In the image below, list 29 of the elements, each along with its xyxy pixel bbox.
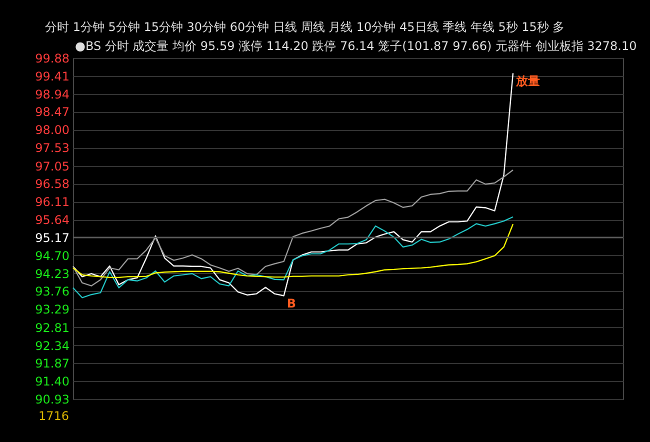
y-tick-label: 99.88 — [35, 52, 70, 66]
y-tick-label: 93.29 — [35, 302, 70, 317]
y-tick-label: 96.58 — [35, 177, 70, 192]
line-series — [72, 216, 514, 298]
y-tick-label: 94.23 — [35, 266, 70, 281]
data-label: 放量 — [515, 74, 540, 88]
text: ●BS 分时 成交量 均价 95.59 涨停 114.20 跌停 76.14 笼子(101.87 97.66) 元器件 创业板指 3278.10 — [75, 39, 637, 53]
text: 分时 1分钟 5分钟 15分钟 30分钟 60分钟 日线 周线 月线 10分钟 45日线 季线 年线 5秒 15秒 多 — [45, 20, 565, 34]
line-series — [72, 72, 514, 296]
y-tick-label: 92.81 — [35, 320, 70, 335]
y-tick-label: 91.87 — [35, 356, 70, 371]
line-series — [72, 169, 514, 286]
y-tick-label: 96.11 — [35, 195, 70, 210]
y-tick-label: 97.53 — [35, 141, 70, 156]
y-tick-label: 98.94 — [35, 87, 70, 102]
y-tick-label: 90.93 — [35, 392, 70, 406]
y-tick-label: 92.34 — [35, 338, 70, 353]
data-label: B — [286, 296, 296, 311]
y-tick-label: 94.70 — [35, 248, 70, 263]
y-tick-label: 93.76 — [35, 284, 70, 299]
y-tick-label: 99.41 — [35, 69, 70, 84]
y-tick-label: 98.00 — [35, 123, 70, 138]
y-tick-label: 97.05 — [35, 159, 70, 174]
y-tick-label: 95.17 — [35, 230, 70, 245]
line-series — [72, 224, 514, 278]
y-tick-label: 95.64 — [35, 213, 70, 228]
y-tick-label: 98.47 — [35, 105, 70, 120]
text: 1716 — [38, 409, 69, 423]
y-tick-label: 91.40 — [35, 374, 70, 389]
